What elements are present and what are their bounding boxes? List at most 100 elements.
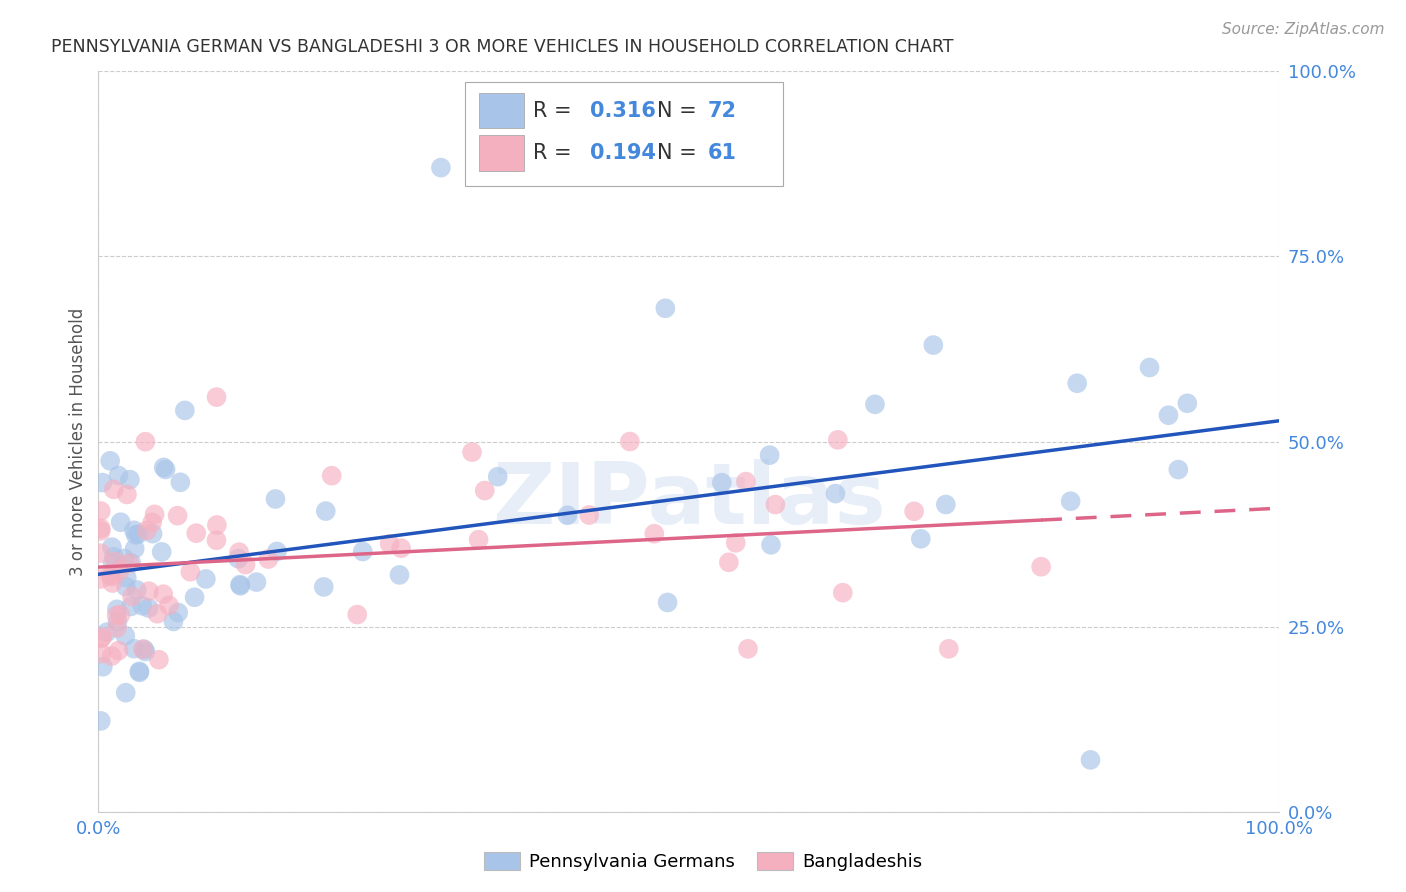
Point xyxy=(474,483,496,498)
Point xyxy=(903,504,925,518)
Point xyxy=(346,607,368,622)
Point xyxy=(321,468,343,483)
Point xyxy=(935,498,957,512)
Point xyxy=(105,621,128,635)
Point xyxy=(1167,462,1189,476)
Point xyxy=(115,487,138,501)
Point xyxy=(146,607,169,621)
Point xyxy=(112,551,135,566)
Point xyxy=(91,475,114,490)
Point xyxy=(132,642,155,657)
Point xyxy=(654,301,676,316)
Point xyxy=(138,584,160,599)
Text: 61: 61 xyxy=(707,143,737,163)
Point xyxy=(166,508,188,523)
Point xyxy=(264,491,287,506)
Point xyxy=(98,454,121,468)
Point xyxy=(735,475,758,489)
Point xyxy=(578,508,600,522)
Point xyxy=(827,433,849,447)
Point xyxy=(127,527,149,541)
Point xyxy=(1157,408,1180,422)
Point xyxy=(90,521,112,535)
Point xyxy=(737,641,759,656)
Point xyxy=(118,556,141,570)
Point xyxy=(115,571,138,585)
Point xyxy=(132,642,155,657)
Point xyxy=(122,523,145,537)
Point xyxy=(114,686,136,700)
Point xyxy=(186,526,208,541)
Point xyxy=(105,602,128,616)
Point xyxy=(266,544,288,558)
Point xyxy=(710,475,733,490)
Text: R =: R = xyxy=(533,143,578,163)
Point xyxy=(121,590,143,604)
Point xyxy=(388,568,411,582)
Text: 0.194: 0.194 xyxy=(589,143,655,163)
Point xyxy=(101,540,124,554)
Point xyxy=(315,504,337,518)
Point xyxy=(910,532,932,546)
Point xyxy=(1139,360,1161,375)
Point xyxy=(717,555,740,569)
Point xyxy=(128,665,150,679)
Point xyxy=(229,579,252,593)
Bar xyxy=(478,93,523,128)
Text: N =: N = xyxy=(657,143,703,163)
Point xyxy=(226,551,249,566)
Point xyxy=(101,569,124,583)
Point xyxy=(1029,559,1052,574)
Point xyxy=(759,538,782,552)
Point xyxy=(758,448,780,462)
Point xyxy=(90,632,112,646)
Point xyxy=(152,460,174,475)
Point xyxy=(150,545,173,559)
Point xyxy=(131,599,153,613)
Point xyxy=(125,582,148,597)
Text: PENNSYLVANIA GERMAN VS BANGLADESHI 3 OR MORE VEHICLES IN HOUSEHOLD CORRELATION C: PENNSYLVANIA GERMAN VS BANGLADESHI 3 OR … xyxy=(51,38,953,56)
Point xyxy=(96,625,118,640)
Point xyxy=(430,161,453,175)
Point xyxy=(134,644,156,658)
Point xyxy=(643,526,665,541)
Point xyxy=(105,608,128,623)
Point xyxy=(1175,396,1198,410)
Point xyxy=(1066,376,1088,391)
Point xyxy=(134,434,156,449)
Point xyxy=(143,508,166,522)
Point xyxy=(831,585,853,599)
Point xyxy=(863,397,886,411)
Point xyxy=(91,659,114,673)
Point xyxy=(467,533,489,547)
Point xyxy=(378,537,401,551)
Point xyxy=(155,462,177,476)
Bar xyxy=(464,82,783,186)
Point xyxy=(128,665,150,680)
Point xyxy=(108,564,131,578)
Point xyxy=(205,390,228,404)
Point xyxy=(229,577,252,591)
Point xyxy=(389,541,412,556)
Point xyxy=(312,580,335,594)
Point xyxy=(461,445,484,459)
Point xyxy=(90,572,112,586)
Point xyxy=(90,714,112,728)
Point xyxy=(205,533,228,548)
Text: 0.316: 0.316 xyxy=(589,101,655,120)
Point xyxy=(245,575,267,590)
Point xyxy=(124,541,146,556)
Text: Source: ZipAtlas.com: Source: ZipAtlas.com xyxy=(1222,22,1385,37)
Point xyxy=(1080,753,1102,767)
Point xyxy=(120,556,142,570)
Point xyxy=(179,565,201,579)
Text: ZIPatlas: ZIPatlas xyxy=(492,459,886,542)
Point xyxy=(162,615,184,629)
Point xyxy=(138,601,160,615)
Point xyxy=(486,469,509,483)
Point xyxy=(101,556,124,570)
Point xyxy=(118,473,141,487)
Point xyxy=(107,615,129,629)
Legend: Pennsylvania Germans, Bangladeshis: Pennsylvania Germans, Bangladeshis xyxy=(477,845,929,879)
Point xyxy=(103,549,125,564)
